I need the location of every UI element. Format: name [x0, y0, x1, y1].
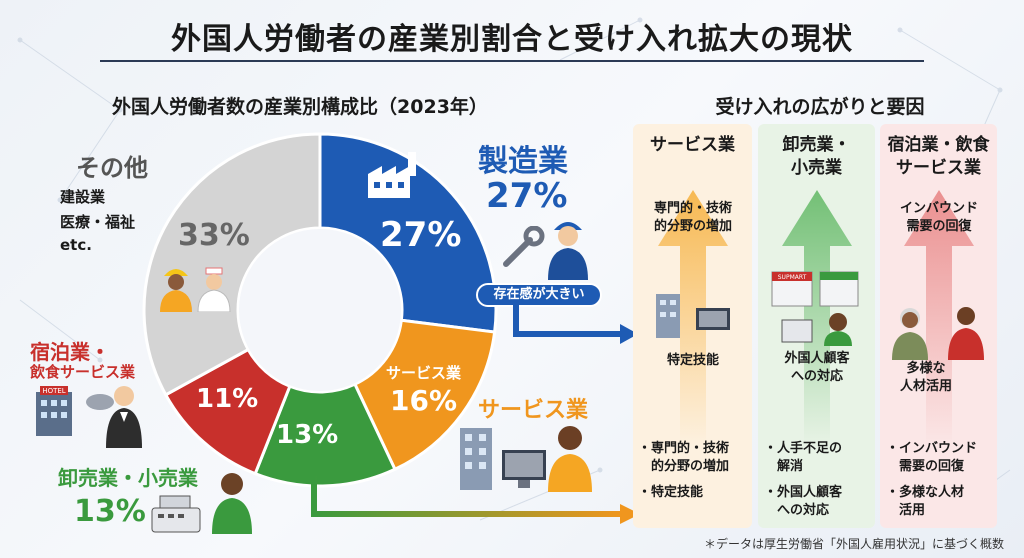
- office-building-icon: [460, 428, 492, 490]
- growth-arrow-hospitality: [904, 190, 974, 446]
- hotel-icon: HOTEL: [36, 386, 72, 436]
- staff-and-elder-icon: [892, 307, 984, 360]
- flow-arrow-wholesale: [311, 476, 640, 524]
- slice-label-wholesale: 13%: [276, 420, 339, 450]
- other-item-0: 建設業: [60, 188, 106, 206]
- manufacturing-percent: 27%: [486, 176, 568, 216]
- donut-chart: [142, 132, 498, 488]
- store-clerk-icon: [212, 473, 252, 534]
- column-heading: 宿泊業・飲食 サービス業: [887, 135, 990, 178]
- manufacturing-name: 製造業: [478, 144, 568, 179]
- page-title: 外国人労働者の産業別割合と受け入れ拡大の現状: [171, 22, 853, 57]
- office-worker-icon: [548, 426, 592, 492]
- column-heading: 卸売業・ 小売業: [782, 135, 851, 178]
- svg-text:HOTEL: HOTEL: [42, 387, 65, 395]
- service-bullet-0: ・専門的・技術 的分野の増加: [638, 441, 730, 474]
- growth-arrow-service: [658, 190, 728, 446]
- service-upper-text: 専門的・技術 的分野の増加: [653, 201, 732, 235]
- title-divider: [100, 60, 924, 62]
- nurse-icon: [197, 267, 231, 312]
- hospitality-middle-text: 多様な 人材活用: [899, 361, 952, 395]
- building-and-computer-icon: [656, 294, 730, 338]
- svg-text:SUPMART: SUPMART: [778, 274, 807, 281]
- slice-label-manufacturing: 27%: [380, 215, 462, 255]
- column-heading: サービス業: [650, 135, 735, 155]
- storefront-icon: SUPMART: [771, 271, 859, 346]
- slice-wholesale: [253, 382, 397, 488]
- slice-label-service-name: サービス業: [386, 364, 462, 382]
- right-section-title: 受け入れの広がりと要因: [715, 96, 925, 118]
- wholesale-middle-text: 外国人顧客 への対応: [784, 351, 850, 385]
- growth-arrow-wholesale: [782, 190, 852, 446]
- wholesale-name: 卸売業・小売業: [58, 466, 198, 490]
- hospitality-bullet-1: ・多様な人材 活用: [886, 485, 965, 518]
- donut-hole: [239, 229, 401, 391]
- chart-title: 外国人労働者数の産業別構成比（2023年）: [112, 96, 488, 118]
- other-item-2: etc.: [60, 236, 92, 254]
- waiter-icon: [86, 386, 142, 448]
- wholesale-bullet-0: ・人手不足の 解消: [764, 441, 843, 474]
- slice-other: [142, 132, 322, 397]
- service-bullet-1: ・特定技能: [638, 485, 704, 500]
- slice-label-service: 16%: [390, 384, 458, 417]
- manufacturing-badge: 存在感が大きい: [476, 283, 602, 307]
- slice-label-hospitality: 11%: [196, 384, 259, 414]
- service-name: サービス業: [478, 398, 589, 423]
- other-name: その他: [76, 154, 148, 182]
- wholesale-bullet-1: ・外国人顧客 への対応: [764, 485, 843, 518]
- wholesale-percent: 13%: [74, 494, 146, 529]
- source-footnote: ＊データは厚生労働省「外国人雇用状況」に基づく概数: [703, 537, 1004, 551]
- slice-service: [352, 318, 497, 472]
- cash-register-icon: [151, 495, 201, 533]
- hospitality-name-line1: 宿泊業・: [30, 340, 110, 364]
- factory-worker-icon: [548, 222, 588, 280]
- hospitality-name-line2: 飲食サービス業: [30, 363, 136, 381]
- computer-icon: [502, 450, 546, 488]
- service-middle-text: 特定技能: [666, 353, 719, 368]
- wrench-icon: [503, 226, 545, 267]
- other-item-1: 医療・福祉: [60, 213, 136, 231]
- hospitality-upper-text: インバウンド 需要の回復: [899, 201, 978, 235]
- slice-label-other: 33%: [178, 218, 250, 253]
- construction-worker-icon: [160, 269, 192, 312]
- factory-icon: [368, 152, 416, 198]
- hospitality-bullet-0: ・インバウンド 需要の回復: [886, 441, 978, 474]
- flow-arrow-manufacturing: [513, 300, 638, 344]
